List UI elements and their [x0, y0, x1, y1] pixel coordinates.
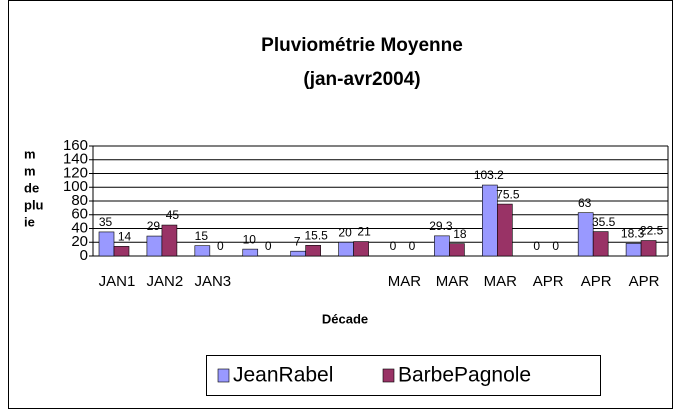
x-tick-label: APR	[581, 273, 612, 290]
data-label: 15	[195, 229, 209, 243]
data-label: 0	[390, 239, 397, 253]
chart-subtitle: (jan-avr2004)	[303, 69, 420, 90]
bar	[290, 250, 306, 257]
y-tick-label: 100	[63, 178, 88, 195]
x-tick-label: JAN1	[99, 273, 136, 290]
bar	[338, 241, 354, 257]
y-tick-label: 140	[63, 151, 88, 168]
y-axis-title: de	[24, 180, 39, 195]
bar	[497, 203, 513, 257]
bar	[194, 245, 211, 257]
data-label: 45	[166, 208, 180, 222]
x-tick-label: JAN3	[194, 273, 231, 290]
bar	[577, 212, 594, 257]
data-label: 0	[265, 239, 272, 253]
data-label: 75.5	[496, 187, 520, 201]
data-label: 15.5	[304, 229, 328, 243]
data-label: 0	[533, 239, 540, 253]
x-tick-label: JAN2	[147, 273, 184, 290]
data-label: 35.5	[592, 215, 616, 229]
data-label: 29	[147, 219, 161, 233]
x-axis-title: Décade	[322, 311, 368, 326]
legend	[206, 355, 601, 396]
data-label: 103.2	[474, 168, 504, 182]
data-label: 21	[357, 225, 371, 239]
data-label: 35	[99, 215, 113, 229]
y-tick-label: 60	[71, 206, 88, 223]
data-label: 14	[118, 230, 132, 244]
legend-swatch	[382, 368, 395, 383]
data-label: 63	[578, 196, 592, 210]
y-tick-label: 0	[80, 247, 88, 264]
bar	[434, 235, 450, 257]
bar	[98, 231, 115, 257]
bar	[113, 246, 130, 257]
y-tick-label: 120	[63, 164, 88, 181]
chart-area	[8, 0, 673, 409]
bar	[482, 184, 498, 257]
chart-title: Pluviométrie Moyenne	[261, 35, 463, 56]
bar	[305, 245, 321, 257]
y-tick-label: 40	[71, 219, 88, 236]
data-label: 22.5	[640, 224, 664, 238]
bar	[640, 240, 657, 257]
y-axis-title: plu	[24, 197, 44, 212]
data-label: 29.3	[429, 219, 453, 233]
legend-swatch	[217, 368, 230, 383]
y-tick-label: 160	[63, 137, 88, 154]
bar	[146, 235, 163, 257]
data-label: 18.3	[621, 227, 645, 241]
x-tick-label: MAR	[436, 273, 470, 290]
y-axis-title: m	[24, 163, 36, 178]
x-tick-label: MAR	[484, 273, 518, 290]
y-axis-title: ie	[24, 214, 35, 229]
bar	[353, 241, 369, 257]
data-label: 7	[294, 234, 301, 248]
x-tick-label: APR	[629, 273, 660, 290]
bar	[592, 231, 609, 257]
data-label: 18	[453, 227, 467, 241]
x-tick-label: MAR	[388, 273, 422, 290]
x-tick-label: APR	[533, 273, 564, 290]
data-label: 20	[338, 225, 352, 239]
y-tick-label: 80	[71, 192, 88, 209]
y-tick-label: 20	[71, 233, 88, 250]
y-axis-title: m	[24, 146, 36, 161]
bar	[625, 243, 642, 257]
data-label: 0	[552, 239, 559, 253]
bar	[242, 248, 259, 257]
data-label: 0	[409, 239, 416, 253]
data-label: 10	[243, 232, 257, 246]
bar	[449, 243, 465, 257]
legend-label: BarbePagnole	[398, 364, 531, 387]
legend-label: JeanRabel	[233, 364, 333, 387]
data-label: 0	[217, 239, 224, 253]
bar	[161, 224, 178, 257]
